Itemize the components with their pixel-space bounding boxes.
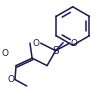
Text: O: O <box>33 39 40 48</box>
Text: S: S <box>52 46 59 56</box>
Text: O: O <box>7 75 14 84</box>
Text: O: O <box>2 49 9 58</box>
Text: O: O <box>70 39 77 48</box>
